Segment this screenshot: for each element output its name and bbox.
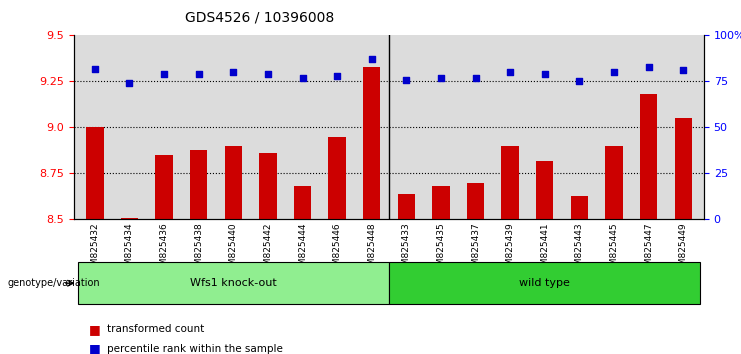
Point bbox=[642, 64, 654, 69]
Bar bbox=[398, 194, 415, 219]
Bar bbox=[432, 186, 450, 219]
Bar bbox=[121, 218, 138, 219]
Bar bbox=[674, 118, 692, 219]
Text: genotype/variation: genotype/variation bbox=[7, 278, 100, 288]
Bar bbox=[571, 195, 588, 219]
Point bbox=[677, 68, 689, 73]
Point bbox=[574, 79, 585, 84]
Text: GDS4526 / 10396008: GDS4526 / 10396008 bbox=[185, 11, 334, 25]
Point bbox=[158, 71, 170, 77]
Bar bbox=[363, 67, 380, 219]
Bar bbox=[225, 146, 242, 219]
Point bbox=[435, 75, 447, 81]
Point bbox=[366, 57, 378, 62]
Point bbox=[89, 66, 101, 72]
Bar bbox=[502, 146, 519, 219]
Point bbox=[400, 77, 412, 82]
Point bbox=[331, 73, 343, 79]
Text: ■: ■ bbox=[89, 342, 101, 354]
Text: Wfs1 knock-out: Wfs1 knock-out bbox=[190, 278, 276, 288]
Bar bbox=[190, 149, 207, 219]
Point bbox=[262, 71, 274, 77]
Bar bbox=[259, 153, 276, 219]
Bar bbox=[467, 183, 484, 219]
Bar bbox=[294, 186, 311, 219]
Point bbox=[227, 69, 239, 75]
Point bbox=[296, 75, 308, 81]
Text: transformed count: transformed count bbox=[107, 324, 205, 334]
Point bbox=[124, 80, 136, 86]
Text: wild type: wild type bbox=[519, 278, 570, 288]
Text: ■: ■ bbox=[89, 323, 101, 336]
Point bbox=[504, 69, 516, 75]
Point bbox=[193, 71, 205, 77]
Bar bbox=[86, 127, 104, 219]
Bar bbox=[156, 155, 173, 219]
Bar bbox=[536, 161, 554, 219]
Point bbox=[608, 69, 620, 75]
Point bbox=[470, 75, 482, 81]
Text: percentile rank within the sample: percentile rank within the sample bbox=[107, 344, 283, 354]
Bar bbox=[328, 137, 346, 219]
Bar bbox=[605, 146, 622, 219]
Bar bbox=[640, 94, 657, 219]
Point bbox=[539, 71, 551, 77]
